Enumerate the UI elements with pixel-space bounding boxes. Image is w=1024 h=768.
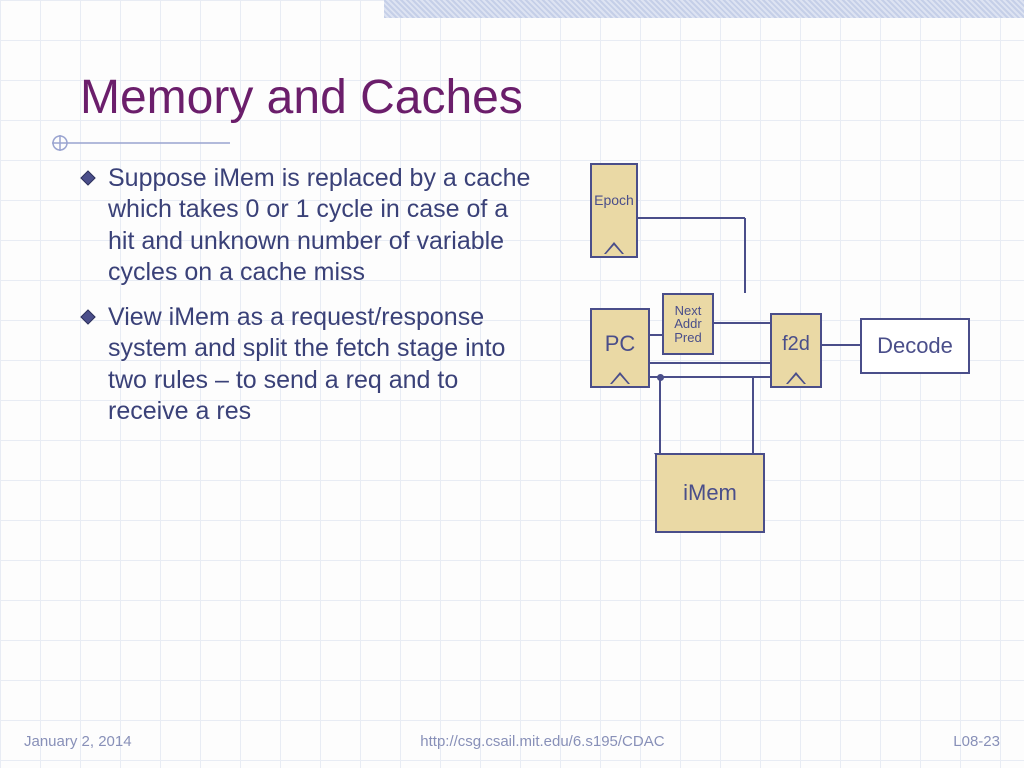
slide-title: Memory and Caches	[80, 70, 954, 125]
bullet-item: Suppose iMem is replaced by a cache whic…	[80, 163, 540, 288]
footer-date: January 2, 2014	[24, 733, 132, 750]
node-decode: Decode	[860, 318, 970, 374]
bullet-text: Suppose iMem is replaced by a cache whic…	[108, 163, 540, 288]
title-underline-decoration	[50, 133, 954, 153]
diamond-bullet-icon	[80, 170, 96, 186]
node-pc: PC	[590, 308, 650, 388]
footer: January 2, 2014 http://csg.csail.mit.edu…	[0, 733, 1024, 750]
footer-url: http://csg.csail.mit.edu/6.s195/CDAC	[420, 733, 664, 750]
node-nap: Next Addr Pred	[662, 293, 714, 355]
node-f2d: f2d	[770, 313, 822, 388]
slide: Memory and Caches Suppose iMem is replac…	[10, 30, 1014, 730]
node-imem: iMem	[655, 453, 765, 533]
bullet-item: View iMem as a request/response system a…	[80, 302, 540, 427]
bullet-text: View iMem as a request/response system a…	[108, 302, 540, 427]
diamond-bullet-icon	[80, 309, 96, 325]
node-epoch: Epoch	[590, 163, 638, 258]
block-diagram: EpochPCNext Addr Predf2dDecodeiMem	[560, 163, 954, 603]
footer-page: L08-23	[953, 733, 1000, 750]
top-accent-bar	[384, 0, 1024, 18]
bullet-list: Suppose iMem is replaced by a cache whic…	[80, 163, 540, 603]
content-row: Suppose iMem is replaced by a cache whic…	[80, 163, 954, 603]
